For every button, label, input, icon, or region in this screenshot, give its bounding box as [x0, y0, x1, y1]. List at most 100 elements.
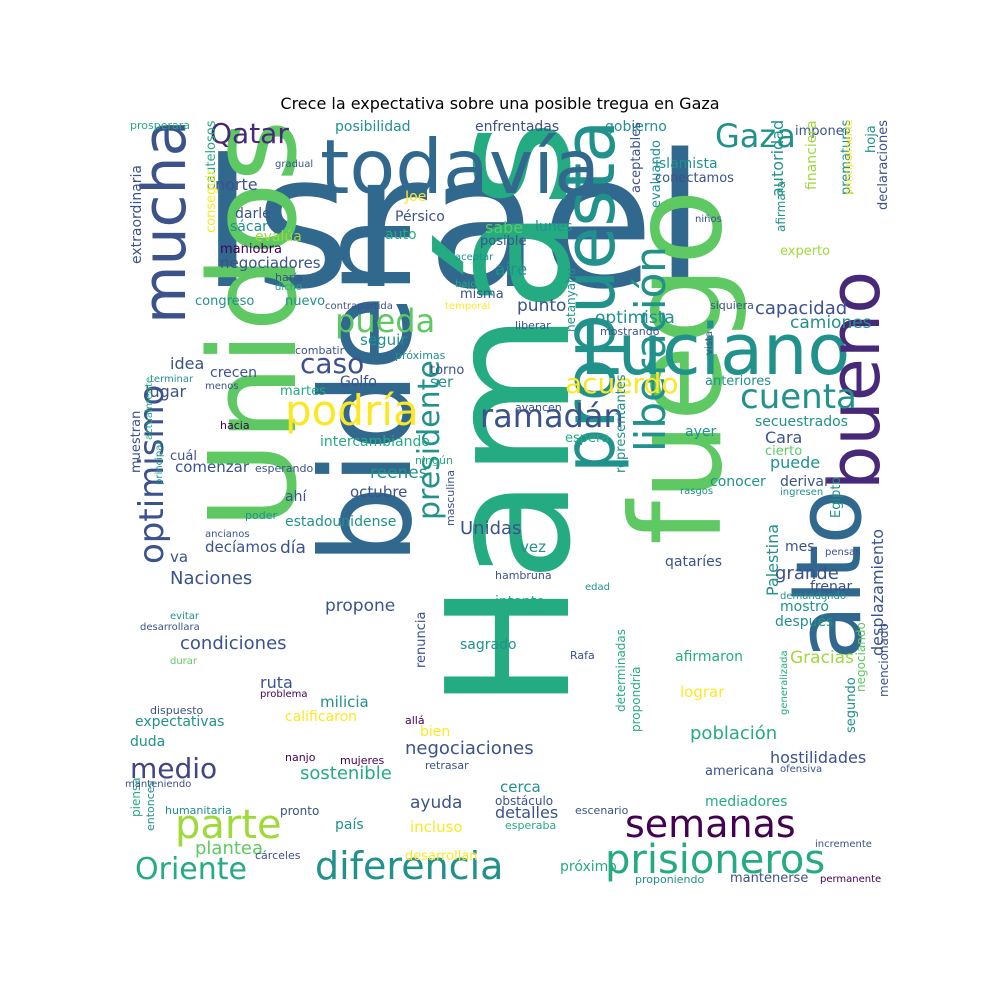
word-164: evitar — [170, 611, 200, 622]
word-101: evalúa — [255, 229, 302, 245]
word-170: Rafa — [570, 649, 595, 662]
word-150: allá — [405, 714, 425, 727]
word-85: Golfo — [340, 374, 377, 390]
word-166: manteniendo — [125, 779, 192, 790]
word-137: renuncia — [414, 611, 429, 668]
word-172: ningún — [415, 454, 453, 467]
word-27: Qatar — [210, 120, 289, 150]
word-173: poder — [245, 509, 277, 522]
word-87: torno — [430, 363, 465, 378]
word-16: parte — [175, 802, 282, 848]
word-188: mostrando — [600, 325, 660, 338]
word-107: enfrentadas — [475, 120, 560, 135]
word-140: negociando — [854, 622, 868, 692]
word-169: edad — [585, 582, 610, 593]
word-47: milicia — [320, 693, 369, 711]
word-180: demandando — [780, 591, 846, 602]
word-28: Naciones — [170, 568, 253, 589]
word-21: ramadán — [480, 397, 624, 435]
word-185: próximas — [395, 349, 446, 362]
word-67: mes — [785, 539, 815, 555]
word-14: semanas — [625, 802, 796, 846]
word-44: mediadores — [705, 794, 788, 810]
word-80: duda — [130, 734, 166, 750]
word-161: problema — [260, 689, 308, 700]
word-149: mujeres — [340, 754, 385, 767]
word-116: afirmara — [774, 181, 788, 232]
word-17: Oriente — [135, 852, 247, 885]
word-56: octubre — [350, 483, 408, 501]
word-156: incremente — [815, 839, 872, 850]
word-33: sostenible — [300, 763, 392, 784]
word-159: ofensiva — [780, 764, 823, 775]
word-81: idea — [170, 354, 205, 373]
word-38: capacidad — [755, 298, 848, 319]
word-100: sácar — [230, 219, 268, 235]
word-63: puede — [770, 453, 821, 472]
word-163: desarrollara — [140, 622, 200, 633]
word-158: permanente — [820, 874, 882, 885]
word-37: Palestina — [763, 523, 782, 596]
word-76: desarrollan — [405, 849, 478, 864]
word-57: estadounidense — [285, 514, 397, 530]
word-120: niños — [695, 214, 722, 225]
word-49: detalles — [495, 803, 559, 822]
chart-title: Crece la expectativa sobre una posible t… — [280, 94, 720, 113]
word-121: principalmente — [844, 120, 855, 196]
word-15: diferencia — [315, 844, 504, 885]
word-58: intercambiando — [320, 434, 430, 450]
word-135: Egipto — [829, 476, 844, 518]
word-77: país — [335, 817, 364, 833]
word-193: aceptar — [455, 252, 494, 263]
word-66: qataríes — [665, 554, 723, 570]
word-179: pensar — [825, 547, 860, 558]
word-157: proponiendo — [635, 873, 705, 885]
word-40: optimista — [595, 308, 675, 328]
word-65: derivar — [780, 474, 830, 490]
word-35: hostilidades — [770, 748, 867, 767]
word-129: día — [280, 538, 306, 558]
word-102: maniobra — [220, 242, 282, 257]
word-86: ser — [430, 373, 454, 391]
word-74: mantenerse — [730, 871, 809, 885]
word-145: humanitaria — [165, 804, 232, 817]
word-103: negociadores — [220, 254, 321, 272]
word-22: cuenta — [740, 377, 857, 417]
word-51: cerca — [500, 778, 541, 796]
word-72: lograr — [680, 683, 725, 701]
word-125: principal — [154, 441, 165, 485]
word-31: plantea — [195, 838, 264, 859]
word-187: vista — [704, 331, 715, 355]
word-184: combatir — [295, 344, 345, 357]
word-12: podría — [285, 386, 419, 435]
word-181: avancen — [515, 401, 562, 414]
word-122: extraordinaria — [129, 164, 145, 264]
word-104: congreso — [195, 294, 255, 309]
word-6: todavía — [320, 123, 601, 211]
word-162: dispuesto — [150, 704, 204, 717]
word-0: Israel — [200, 120, 706, 330]
word-83: crecen — [210, 365, 257, 381]
word-71: afirmaron — [675, 649, 744, 665]
word-78: bien — [420, 724, 451, 740]
word-143: propondría — [629, 666, 643, 732]
word-115: financiera — [804, 120, 820, 190]
word-46: ruta — [260, 673, 293, 692]
word-128: decíamos — [205, 538, 277, 556]
word-195: dicho — [275, 282, 303, 293]
word-174: ancianos — [205, 529, 250, 540]
word-138: netanyahu — [564, 267, 578, 332]
word-197: prosperara — [130, 120, 191, 132]
word-99: darle — [235, 206, 271, 222]
word-42: grande — [775, 563, 839, 584]
word-69: mostró — [780, 599, 829, 615]
word-148: cárceles — [255, 849, 301, 862]
word-111: imponer — [795, 124, 850, 139]
word-183: menos — [205, 381, 239, 392]
word-68: frenar — [810, 579, 853, 595]
word-186: liberar — [515, 319, 551, 332]
word-178: ingresen — [780, 487, 824, 498]
word-24: pueda — [335, 302, 436, 340]
word-142: determinadas — [614, 628, 628, 712]
word-75: próximo — [560, 859, 617, 875]
